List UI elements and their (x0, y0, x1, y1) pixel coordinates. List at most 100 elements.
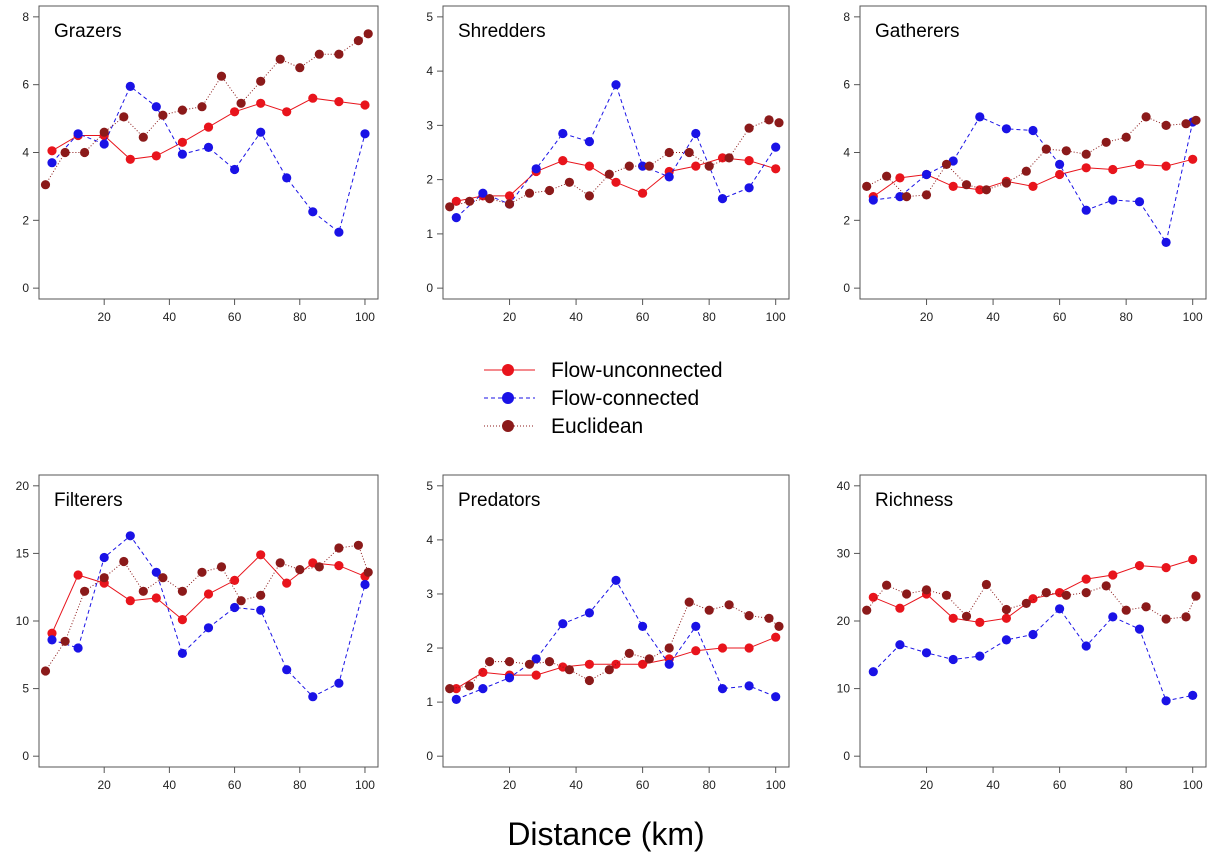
x-tick-label: 80 (1119, 310, 1133, 324)
point-flow-unconnected (1055, 169, 1065, 180)
point-euclidean (764, 613, 774, 623)
legend-entry-flow-connected: Flow-connected (484, 387, 699, 410)
point-euclidean (764, 115, 774, 125)
point-flow-connected (203, 623, 214, 633)
point-flow-unconnected (584, 659, 595, 669)
point-euclidean (902, 589, 912, 599)
point-euclidean (363, 29, 373, 39)
series-line-euclidean (449, 119, 780, 208)
y-tick-label: 0 (426, 281, 433, 295)
point-euclidean (584, 675, 595, 686)
point-euclidean (1161, 120, 1171, 130)
x-tick-label: 40 (986, 778, 1000, 792)
series-line-flow-connected (51, 85, 366, 234)
point-flow-unconnected (451, 196, 461, 206)
point-flow-connected (638, 161, 648, 171)
point-euclidean (334, 543, 344, 553)
x-tick-label: 20 (503, 778, 517, 792)
panel-grazers: 0 2 4 6 8 20 40 60 80 100 Grazers (22, 5, 379, 324)
point-flow-connected (282, 173, 292, 183)
point-flow-unconnected (47, 628, 57, 638)
y-tick-label: 5 (22, 682, 29, 696)
point-euclidean (119, 556, 129, 567)
point-euclidean (604, 169, 614, 179)
point-flow-unconnected (638, 188, 648, 198)
point-euclidean (363, 567, 373, 577)
point-euclidean (704, 605, 714, 615)
point-euclidean (177, 105, 187, 115)
point-flow-connected (73, 129, 83, 139)
point-flow-connected (895, 192, 905, 202)
point-euclidean (445, 684, 455, 694)
point-flow-connected (744, 183, 754, 193)
point-euclidean (1041, 144, 1051, 154)
point-flow-unconnected (1108, 164, 1118, 175)
series-line-flow-connected (51, 535, 366, 698)
panel-title: Grazers (54, 21, 122, 42)
point-euclidean (158, 573, 168, 583)
point-flow-unconnected (771, 632, 781, 642)
x-tick-label: 20 (98, 778, 112, 792)
point-euclidean (684, 597, 694, 607)
x-tick-label: 100 (1183, 778, 1203, 792)
series-line-flow-unconnected (873, 559, 1193, 623)
point-flow-connected (1108, 195, 1118, 205)
point-euclidean (664, 643, 674, 653)
point-flow-unconnected (717, 643, 728, 653)
point-flow-connected (868, 195, 878, 205)
point-flow-unconnected (451, 684, 461, 694)
x-tick-label: 80 (1119, 778, 1133, 792)
y-tick-label: 2 (426, 173, 433, 187)
point-flow-unconnected (73, 570, 83, 580)
y-tick-label: 6 (22, 78, 29, 92)
point-flow-unconnected (895, 173, 905, 183)
x-tick-label: 60 (636, 310, 650, 324)
point-euclidean (1141, 602, 1151, 612)
point-euclidean (236, 98, 246, 108)
point-flow-connected (125, 531, 135, 541)
point-flow-unconnected (334, 97, 344, 107)
y-tick-label: 0 (22, 281, 29, 295)
point-euclidean (524, 659, 535, 669)
panel-title: Filterers (54, 490, 123, 511)
point-flow-connected (177, 648, 187, 659)
legend-entry-euclidean: Euclidean (484, 415, 643, 438)
point-flow-connected (230, 164, 240, 175)
series-line-flow-unconnected (873, 158, 1193, 198)
x-tick-label: 80 (293, 778, 307, 792)
point-flow-unconnected (1081, 163, 1091, 173)
point-euclidean (981, 579, 992, 590)
point-flow-connected (1028, 629, 1038, 640)
point-flow-connected (1081, 641, 1091, 651)
point-flow-unconnected (308, 93, 318, 103)
point-euclidean (1121, 605, 1131, 615)
panel-richness: 0 10 20 30 40 20 40 60 80 100 Richness (837, 474, 1207, 792)
point-flow-connected (1188, 690, 1198, 701)
point-flow-unconnected (1134, 159, 1145, 169)
point-euclidean (624, 648, 634, 659)
point-flow-connected (451, 213, 461, 223)
point-euclidean (774, 118, 784, 128)
point-flow-unconnected (1134, 561, 1145, 571)
point-euclidean (1061, 590, 1071, 600)
x-tick-label: 60 (228, 778, 242, 792)
point-flow-connected (1001, 124, 1012, 134)
point-euclidean (1001, 604, 1012, 615)
point-flow-unconnected (1161, 563, 1171, 573)
point-euclidean (941, 159, 952, 169)
point-euclidean (1101, 137, 1111, 147)
x-axis-label: Distance (km) (507, 816, 704, 852)
point-euclidean (295, 565, 305, 575)
point-flow-connected (921, 169, 932, 180)
point-euclidean (485, 657, 495, 667)
point-flow-connected (47, 158, 57, 168)
point-euclidean (504, 199, 515, 209)
x-tick-label: 40 (163, 778, 177, 792)
point-flow-unconnected (868, 592, 878, 602)
point-euclidean (724, 153, 734, 163)
y-tick-label: 30 (837, 546, 851, 560)
point-flow-connected (203, 142, 214, 152)
point-flow-connected (531, 654, 541, 664)
point-flow-connected (1134, 197, 1145, 207)
